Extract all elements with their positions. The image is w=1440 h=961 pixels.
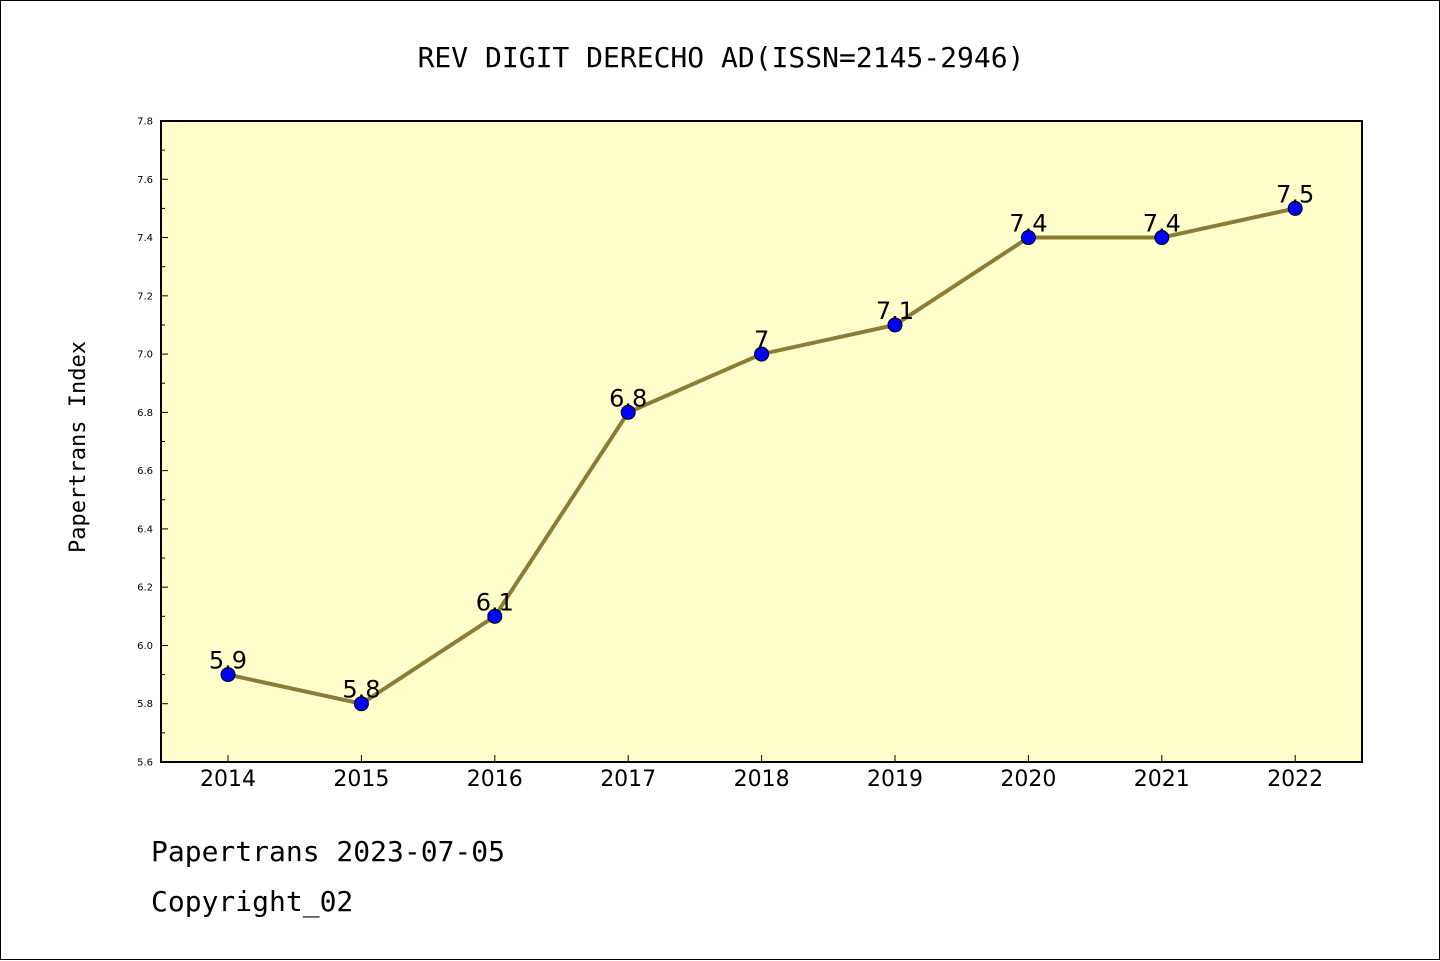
x-tick-label: 2017 — [600, 767, 656, 792]
plot-area — [160, 120, 1363, 763]
chart-title: REV DIGIT DERECHO AD(ISSN=2145-2946) — [418, 41, 1025, 74]
data-point — [754, 346, 770, 362]
y-tick-label: 6.0 — [137, 641, 153, 652]
data-point — [353, 696, 369, 712]
y-tick-label: 7.4 — [137, 233, 153, 244]
y-tick-label: 5.6 — [137, 758, 153, 769]
data-label: 7.5 — [1276, 180, 1314, 208]
footer-copyright-text: Copyright_02 — [151, 885, 354, 918]
data-point — [887, 317, 903, 333]
y-tick-label: 6.4 — [137, 524, 153, 535]
x-tick-label: 2020 — [1000, 767, 1056, 792]
data-labels-layer: 5.9 5.8 6.1 6.8 7 7.1 7.4 7.4 7.5 — [209, 180, 1314, 703]
x-tick-label: 2019 — [867, 767, 923, 792]
x-tick-label: 2022 — [1267, 767, 1323, 792]
data-label: 5.9 — [209, 647, 247, 675]
x-tick-label: 2016 — [467, 767, 523, 792]
y-tick-label: 5.8 — [137, 699, 153, 710]
data-point — [1287, 200, 1303, 216]
data-label: 7 — [754, 326, 769, 354]
footer-date-text: Papertrans 2023-07-05 — [151, 835, 506, 868]
y-tick-label: 7.0 — [137, 350, 153, 361]
y-tick-label: 7.6 — [137, 175, 153, 186]
data-label: 6.8 — [609, 384, 647, 412]
data-label: 7.1 — [876, 297, 914, 325]
y-axis-ticks: 5.6 5.8 6.0 6.2 6.4 6.6 6.8 7.0 7.2 7.4 7.6 7.8 — [137, 117, 168, 769]
x-tick-label: 2021 — [1134, 767, 1190, 792]
y-axis-label: Papertrans Index — [66, 341, 91, 553]
data-point — [1020, 230, 1036, 246]
data-label: 7.4 — [1009, 210, 1047, 238]
y-tick-label: 6.2 — [137, 583, 153, 594]
y-tick-label: 6.6 — [137, 466, 153, 477]
data-label: 5.8 — [342, 676, 380, 704]
data-point — [620, 404, 636, 420]
y-tick-label: 6.8 — [137, 408, 153, 419]
x-axis-ticks: 2014 2015 2016 2017 2018 2019 2020 2021 2022 — [200, 755, 1323, 792]
x-tick-label: 2015 — [333, 767, 389, 792]
data-point — [1154, 230, 1170, 246]
data-label: 6.1 — [476, 588, 514, 616]
data-label: 7.4 — [1143, 210, 1181, 238]
data-point — [220, 667, 236, 683]
y-tick-label: 7.8 — [137, 117, 153, 128]
data-points-layer — [220, 200, 1303, 712]
x-tick-label: 2014 — [200, 767, 256, 792]
data-point — [487, 608, 503, 624]
x-tick-label: 2018 — [734, 767, 790, 792]
y-tick-label: 7.2 — [137, 291, 153, 302]
